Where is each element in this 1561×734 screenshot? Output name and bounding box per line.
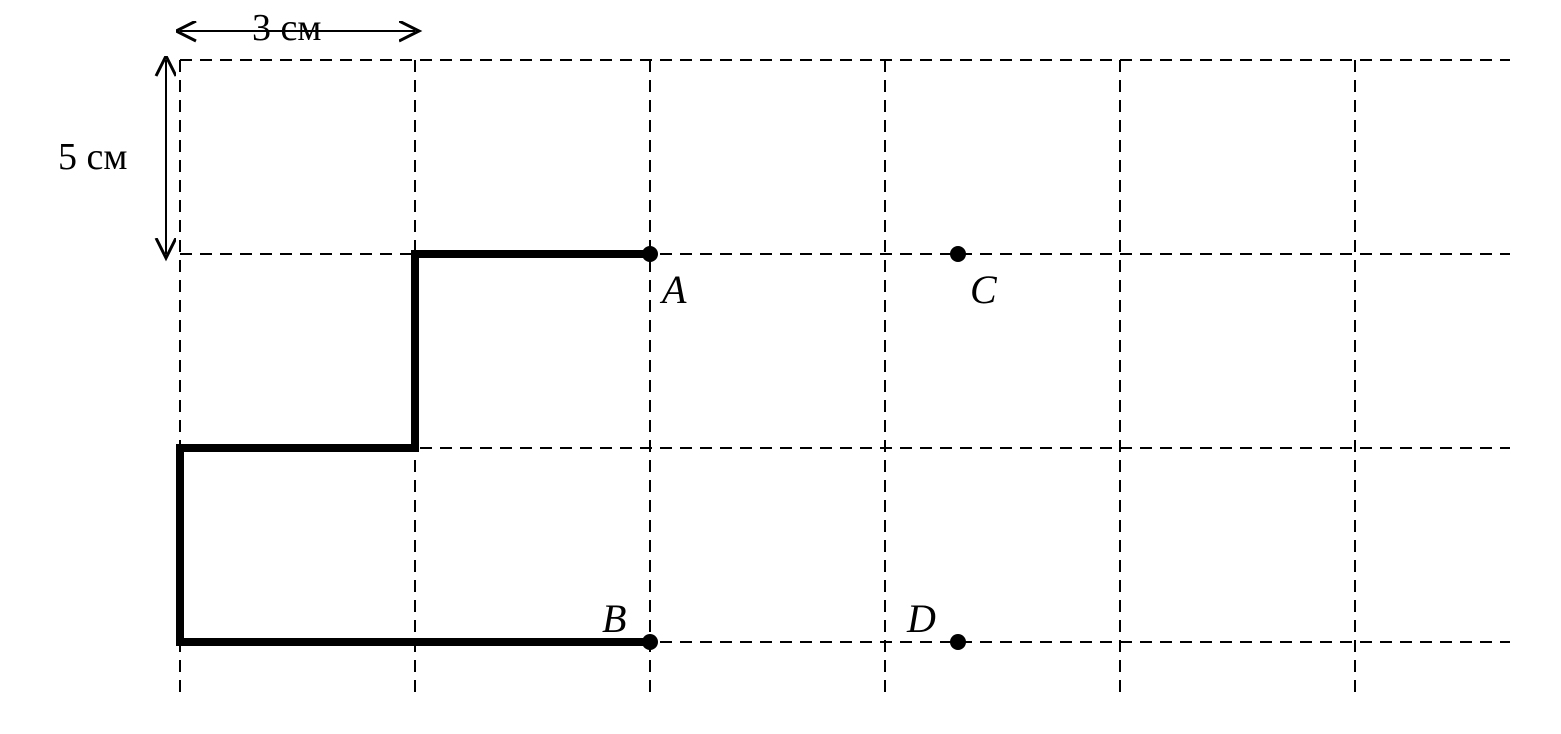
point-label-C: C [970,266,997,313]
point-C [950,246,966,262]
point-A [642,246,658,262]
dimension-arrows [166,31,415,254]
width-dim-label: 3 см [252,6,321,50]
diagram-canvas [0,0,1561,734]
point-label-A: A [662,266,686,313]
point-label-B: B [602,595,626,642]
height-dim-label: 5 см [58,135,127,179]
point-D [950,634,966,650]
grid [180,60,1510,700]
point-B [642,634,658,650]
point-label-D: D [907,595,936,642]
